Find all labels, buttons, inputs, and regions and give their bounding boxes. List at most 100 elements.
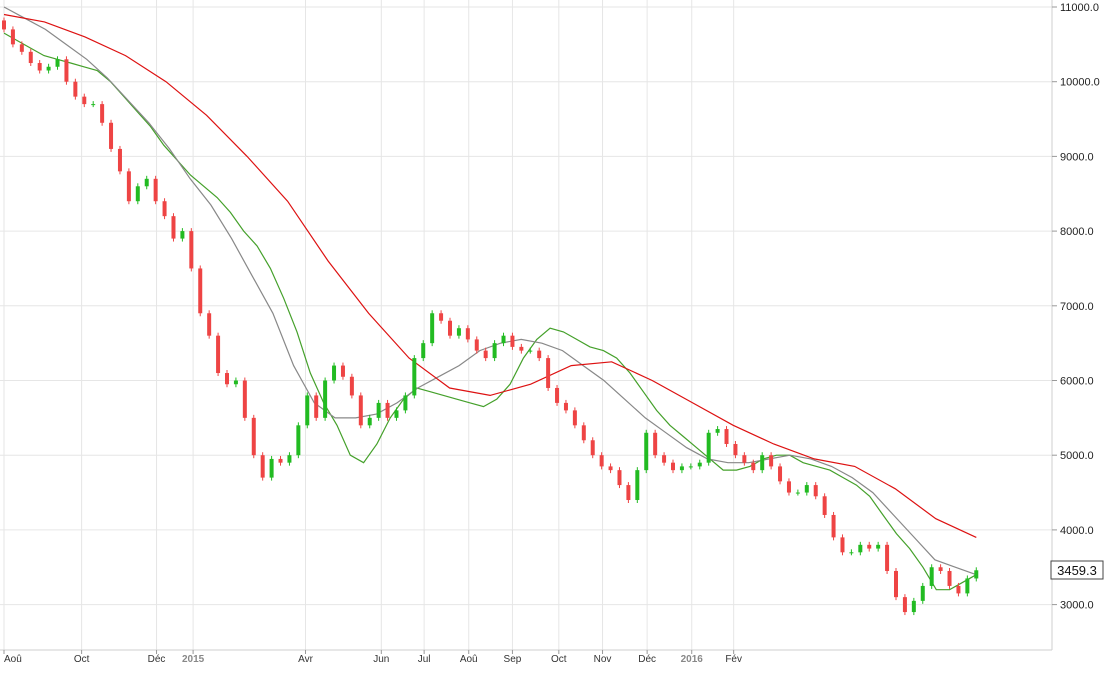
- candle-body: [216, 335, 221, 374]
- candle-body: [332, 365, 337, 381]
- candle-body: [528, 350, 533, 352]
- candle-body: [804, 485, 809, 493]
- y-tick-label: 3000.0: [1060, 600, 1094, 612]
- candle-body: [769, 455, 774, 467]
- candle-body: [724, 429, 729, 444]
- candle-body: [697, 462, 702, 467]
- candle-body: [751, 462, 756, 471]
- candle-body: [510, 335, 515, 347]
- candle-body: [233, 380, 238, 385]
- candle-body: [153, 178, 158, 202]
- candle-body: [367, 417, 372, 426]
- candle-body: [189, 231, 194, 269]
- candle-body: [287, 455, 292, 463]
- candle-body: [376, 402, 381, 418]
- candle-body: [403, 395, 408, 411]
- x-axis-ticks: Aoû Oct Déc 2015 Avr Jun Jul Aoû Sep Oct Nov Déc 201…: [3, 650, 742, 665]
- last-value-tag: 3459.3: [1050, 560, 1104, 580]
- candle-body: [546, 358, 551, 388]
- x-tick-label: Jun: [373, 654, 389, 665]
- candle-body: [902, 597, 907, 613]
- candle-body: [760, 455, 765, 471]
- candle-body: [82, 96, 87, 105]
- y-tick-label: 4000.0: [1060, 525, 1094, 537]
- candle-body: [37, 63, 42, 71]
- y-tick-label: 11000.0: [1060, 2, 1099, 14]
- candle-body: [635, 470, 640, 501]
- y-tick-label: 9000.0: [1060, 151, 1094, 163]
- candle-body: [590, 440, 595, 456]
- candle-body: [10, 29, 15, 45]
- candle-body: [465, 328, 470, 340]
- candle-body: [55, 59, 60, 67]
- candle-body: [706, 432, 711, 463]
- candle-body: [617, 470, 622, 486]
- candle-body: [876, 544, 881, 549]
- ma-short-line: [3, 32, 977, 591]
- candle-body: [786, 481, 791, 493]
- y-tick-label: 8000.0: [1060, 226, 1094, 238]
- candle-body: [688, 466, 693, 468]
- x-tick-label: Déc: [638, 654, 656, 665]
- x-tick-label: Déc: [148, 654, 166, 665]
- candle-body: [947, 570, 952, 586]
- candle-body: [144, 178, 149, 187]
- candle-body: [412, 358, 417, 396]
- candle-body: [938, 567, 943, 571]
- candle-body: [956, 585, 961, 594]
- candle-body: [644, 432, 649, 471]
- candle-body: [474, 339, 479, 351]
- candle-body: [394, 410, 399, 418]
- candle-body: [563, 402, 568, 411]
- candle-body: [483, 350, 488, 359]
- candle-body: [296, 425, 301, 456]
- ma-long-line: [3, 13, 977, 538]
- candle-body: [581, 425, 586, 441]
- candle-body: [109, 122, 114, 149]
- candle-body: [858, 544, 863, 553]
- candle-body: [920, 585, 925, 601]
- candle-body: [840, 537, 845, 553]
- candle-body: [813, 485, 818, 497]
- candle-body: [885, 544, 890, 571]
- y-axis-ticks: 11000.0 10000.0 9000.0 8000.0 7000.0 6000.0 50…: [1052, 2, 1100, 612]
- candle-body: [894, 570, 898, 598]
- candle-body: [171, 216, 176, 239]
- candle-body: [662, 455, 667, 463]
- candle-body: [162, 201, 167, 217]
- candles: [2, 17, 979, 616]
- candle-body: [349, 376, 354, 396]
- moving-averages: [3, 6, 977, 591]
- candle-body: [340, 365, 345, 377]
- candle-body: [198, 268, 203, 314]
- candle-body: [456, 328, 461, 336]
- candle-body: [671, 462, 675, 471]
- candle-body: [448, 320, 452, 336]
- x-tick-label: Oct: [74, 654, 90, 665]
- x-tick-label: 2016: [681, 654, 704, 665]
- y-tick-label: 7000.0: [1060, 301, 1094, 313]
- candle-body: [117, 148, 122, 172]
- candle-body: [421, 343, 426, 359]
- candle-body: [911, 600, 916, 613]
- x-tick-label: Nov: [594, 654, 612, 665]
- candle-body: [974, 570, 979, 579]
- candle-body: [608, 466, 613, 471]
- candle-body: [242, 380, 247, 418]
- candle-body: [260, 455, 265, 478]
- candle-body: [269, 458, 274, 478]
- candle-body: [822, 496, 827, 515]
- candle-body: [126, 171, 131, 202]
- candle-body: [358, 395, 363, 426]
- x-tick-label: Sep: [504, 654, 522, 665]
- x-tick-label: Aoû: [4, 654, 22, 665]
- candle-body: [679, 466, 684, 471]
- y-tick-label: 6000.0: [1060, 376, 1094, 388]
- candle-body: [323, 380, 328, 418]
- candle-body: [733, 443, 738, 456]
- candle-body: [19, 44, 24, 52]
- candle-body: [537, 350, 542, 359]
- candle-body: [430, 313, 435, 344]
- candle-body: [867, 544, 872, 549]
